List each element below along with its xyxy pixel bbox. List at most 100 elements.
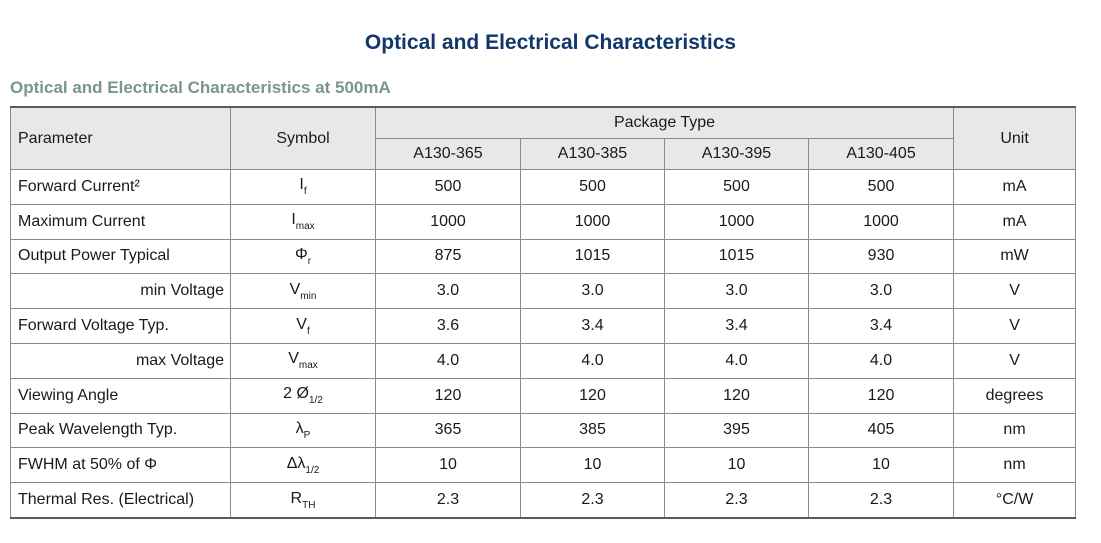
symbol-base: Φ <box>294 245 308 263</box>
value-cell: 1015 <box>664 238 809 275</box>
symbol-subscript: f <box>306 325 310 337</box>
symbol-subscript: TH <box>302 499 316 511</box>
value-cell: 3.4 <box>520 308 665 344</box>
value-cell: 4.0 <box>664 342 809 379</box>
value-cell: 120 <box>807 377 955 414</box>
symbol-subscript: r <box>307 255 312 267</box>
symbol-subscript: 1/2 <box>308 395 323 407</box>
value-cell: 3.0 <box>807 273 955 310</box>
unit-cell: V <box>953 342 1077 379</box>
symbol-base: 2 Ø <box>283 385 309 403</box>
symbol-cell: Δλ1/2 <box>230 447 376 484</box>
header-package-2: A130-385 <box>520 138 665 170</box>
unit-cell: mW <box>953 238 1077 275</box>
parameter-cell: Maximum Current <box>10 203 231 240</box>
page-title: Optical and Electrical Characteristics <box>364 31 737 54</box>
table-row: Viewing Angle 2 Ø1/2 120 120 120 120 degrees <box>10 377 1077 414</box>
table-row: Forward Voltage Typ. Vf 3.6 3.4 3.4 3.4 V <box>10 308 1077 344</box>
symbol-cell: 2 Ø1/2 <box>230 377 376 414</box>
unit-cell: V <box>953 273 1077 310</box>
value-cell: 500 <box>807 169 955 205</box>
symbol-subscript: max <box>295 221 315 233</box>
value-cell: 2.3 <box>664 482 809 519</box>
symbol-cell: If <box>230 169 376 205</box>
value-cell: 4.0 <box>520 342 665 379</box>
value-cell: 10 <box>375 447 521 484</box>
unit-cell: nm <box>953 412 1077 449</box>
unit-cell: mA <box>953 203 1077 240</box>
section-subtitle: Optical and Electrical Characteristics a… <box>10 78 391 97</box>
value-cell: 10 <box>520 447 665 484</box>
symbol-cell: λP <box>230 412 376 449</box>
value-cell: 120 <box>664 377 809 414</box>
table-row: max Voltage Vmax 4.0 4.0 4.0 4.0 V <box>10 342 1077 379</box>
symbol-cell: Vf <box>230 308 376 344</box>
header-package-type: Package Type <box>374 106 955 139</box>
symbol-base: R <box>290 489 303 507</box>
parameter-cell: FWHM at 50% of Φ <box>10 447 231 484</box>
value-cell: 930 <box>807 238 955 275</box>
value-cell: 405 <box>807 412 955 449</box>
characteristics-table: Parameter Symbol Package Type Unit A130-… <box>10 106 1077 519</box>
value-cell: 2.3 <box>807 482 955 519</box>
header-unit: Unit <box>953 106 1077 170</box>
value-cell: 3.0 <box>664 273 809 310</box>
value-cell: 500 <box>520 169 665 205</box>
symbol-subscript: f <box>303 186 307 198</box>
symbol-subscript: max <box>298 360 318 372</box>
symbol-cell: Vmin <box>230 273 376 310</box>
value-cell: 1015 <box>520 238 665 275</box>
symbol-cell: Imax <box>230 203 376 240</box>
unit-cell: °C/W <box>953 482 1077 519</box>
value-cell: 385 <box>520 412 665 449</box>
symbol-cell: RTH <box>230 482 376 519</box>
parameter-cell: Peak Wavelength Typ. <box>10 412 231 449</box>
value-cell: 1000 <box>807 203 955 240</box>
header-package-4: A130-405 <box>807 138 955 170</box>
parameter-cell: Viewing Angle <box>10 377 231 414</box>
symbol-subscript: P <box>303 429 311 441</box>
table-row: min Voltage Vmin 3.0 3.0 3.0 3.0 V <box>10 273 1077 310</box>
value-cell: 3.0 <box>375 273 521 310</box>
table-row: Forward Current² If 500 500 500 500 mA <box>10 169 1077 205</box>
unit-cell: V <box>953 308 1077 344</box>
table-row: Peak Wavelength Typ. λP 365 385 395 405 nm <box>10 412 1077 449</box>
value-cell: 3.6 <box>375 308 521 344</box>
value-cell: 4.0 <box>375 342 521 379</box>
value-cell: 10 <box>664 447 809 484</box>
parameter-cell: Forward Voltage Typ. <box>10 308 231 344</box>
header-package-1: A130-365 <box>375 138 521 170</box>
symbol-base: Δλ <box>286 454 306 472</box>
value-cell: 120 <box>375 377 521 414</box>
symbol-cell: Φr <box>230 238 376 275</box>
unit-cell: nm <box>953 447 1077 484</box>
unit-cell: mA <box>953 169 1077 205</box>
value-cell: 4.0 <box>807 342 955 379</box>
header-parameter: Parameter <box>10 106 231 170</box>
table-row: Thermal Res. (Electrical) RTH 2.3 2.3 2.3 2.3… <box>10 482 1077 519</box>
unit-cell: degrees <box>953 377 1077 414</box>
value-cell: 3.4 <box>664 308 809 344</box>
value-cell: 3.0 <box>520 273 665 310</box>
symbol-base: V <box>288 350 299 368</box>
symbol-subscript: 1/2 <box>305 464 320 476</box>
value-cell: 10 <box>807 447 955 484</box>
parameter-cell: max Voltage <box>10 342 231 379</box>
symbol-base: V <box>289 280 301 298</box>
header-symbol: Symbol <box>230 106 376 170</box>
symbol-subscript: min <box>300 290 317 302</box>
value-cell: 365 <box>375 412 521 449</box>
table-row: Output Power Typical Φr 875 1015 1015 930 mW <box>10 238 1077 275</box>
table-row: Maximum Current Imax 1000 1000 1000 1000 mA <box>10 203 1077 240</box>
value-cell: 395 <box>664 412 809 449</box>
symbol-cell: Vmax <box>230 342 376 379</box>
value-cell: 500 <box>664 169 809 205</box>
value-cell: 875 <box>375 238 521 275</box>
header-package-3: A130-395 <box>664 138 809 170</box>
parameter-cell: Forward Current² <box>10 169 231 205</box>
table-row: FWHM at 50% of Φ Δλ1/2 10 10 10 10 nm <box>10 447 1077 484</box>
value-cell: 120 <box>520 377 665 414</box>
parameter-cell: Thermal Res. (Electrical) <box>10 482 231 519</box>
parameter-cell: Output Power Typical <box>10 238 231 275</box>
value-cell: 3.4 <box>807 308 955 344</box>
